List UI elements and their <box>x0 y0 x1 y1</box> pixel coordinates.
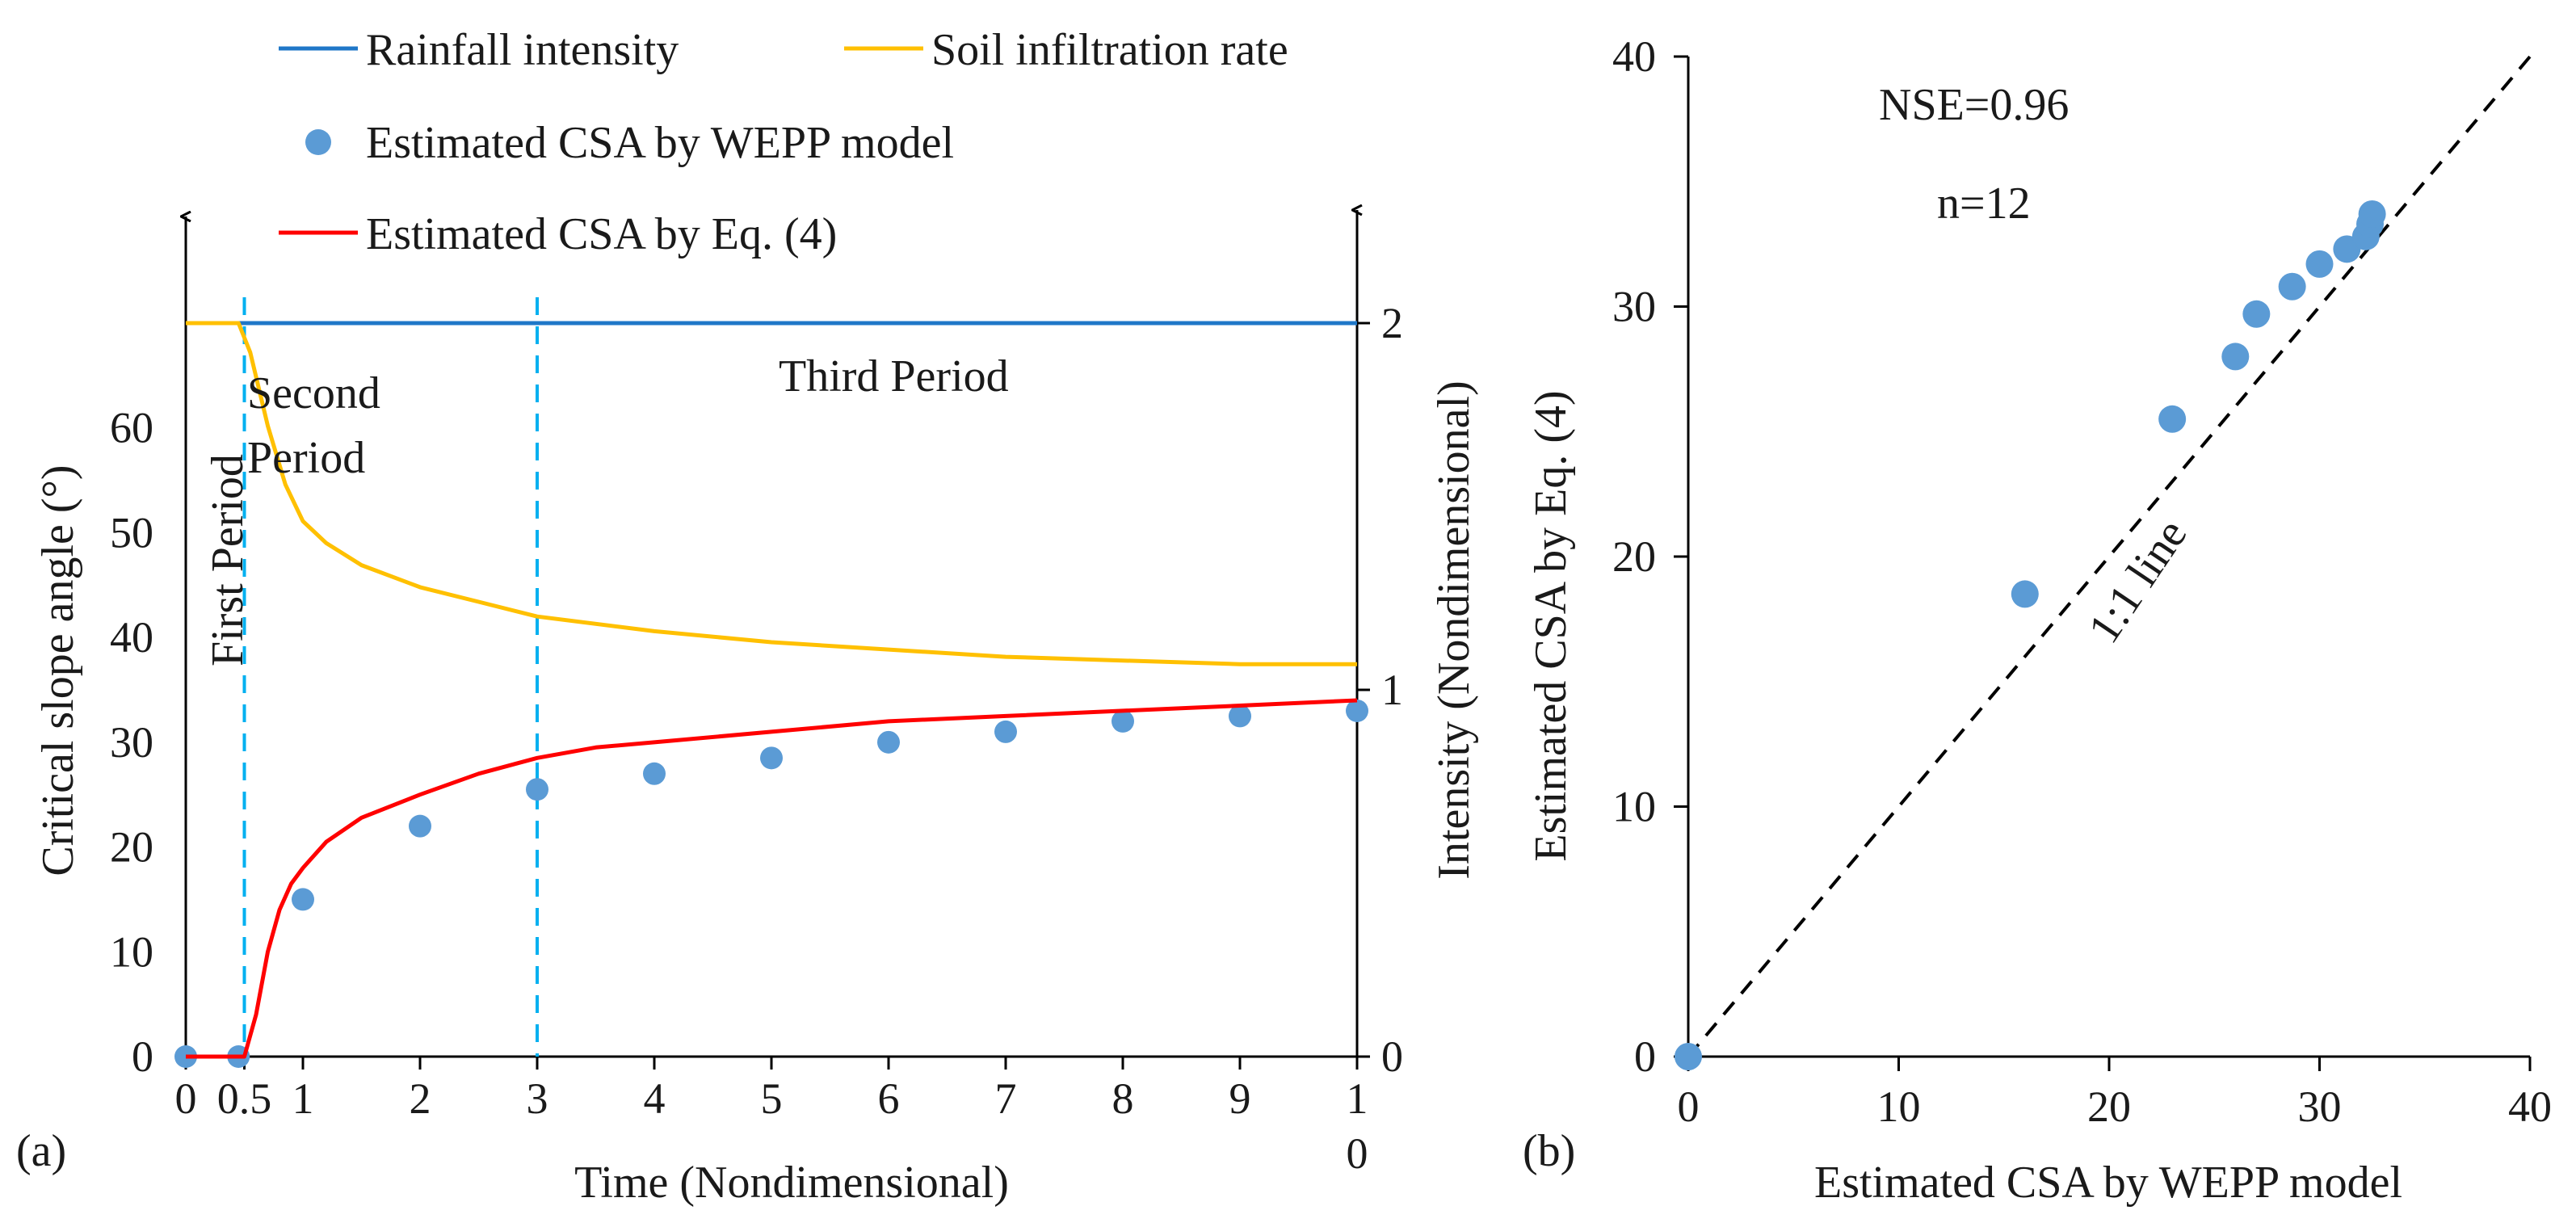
y2-tick-label: 0 <box>1381 1032 1403 1081</box>
b-y-axis-ticks: 0 10 20 30 40 <box>1612 32 1688 1081</box>
wepp-point <box>1112 709 1134 733</box>
legend-wepp-marker <box>305 129 331 155</box>
b-scatter-points <box>1675 200 2386 1070</box>
b-point <box>2221 343 2250 371</box>
period-dividers <box>242 297 539 1057</box>
b-x-tick-label: 40 <box>2508 1082 2552 1131</box>
panel-a-label: (a) <box>16 1126 66 1176</box>
y2-tick-label: 2 <box>1381 299 1403 347</box>
y-tick-label: 50 <box>110 508 153 557</box>
b-y-tick-label: 30 <box>1612 283 1656 331</box>
y-tick-label: 20 <box>110 823 153 872</box>
third-period-label: Third Period <box>779 351 1009 401</box>
y-tick-label: 60 <box>110 404 153 452</box>
legend-rainfall-label: Rainfall intensity <box>366 25 679 75</box>
b-point <box>2158 405 2187 433</box>
left-y-axis-ticks: 0 10 20 30 40 50 60 <box>110 404 153 1081</box>
b-point <box>1675 1043 1702 1070</box>
wepp-point <box>1346 699 1368 722</box>
wepp-point <box>643 762 666 785</box>
wepp-point <box>292 888 314 911</box>
b-x-axis-title: Estimated CSA by WEPP model <box>1814 1158 2402 1208</box>
b-x-tick-label: 0 <box>1678 1082 1700 1131</box>
x-tick-label: 8 <box>1112 1074 1134 1123</box>
x-tick-label: 0.5 <box>217 1074 272 1123</box>
right-y-axis-ticks: 0 1 2 <box>1357 299 1403 1081</box>
b-point <box>2305 250 2334 278</box>
wepp-point <box>409 814 431 838</box>
y-tick-label: 10 <box>110 927 153 976</box>
b-y-tick-label: 0 <box>1634 1032 1656 1081</box>
b-x-tick-label: 10 <box>1877 1082 1921 1131</box>
first-period-label: First Period <box>203 454 253 666</box>
second-period-label-line1: Second <box>247 368 380 418</box>
x-tick-label: 6 <box>878 1074 900 1123</box>
wepp-point <box>994 720 1017 743</box>
x-tick-label: 7 <box>995 1074 1017 1123</box>
b-x-tick-label: 20 <box>2087 1082 2131 1131</box>
x-tick-label: 5 <box>761 1074 783 1123</box>
legend-infiltration-label: Soil infiltration rate <box>931 25 1288 75</box>
y2-tick-label: 1 <box>1381 666 1403 714</box>
legend: Rainfall intensity Soil infiltration rat… <box>279 25 1288 259</box>
legend-eq4-label: Estimated CSA by Eq. (4) <box>366 209 837 259</box>
b-point <box>2011 580 2039 608</box>
right-y-axis-title: Intensity (Nondimensional) <box>1429 380 1479 879</box>
x-tick-label: 1 <box>1347 1074 1368 1123</box>
b-x-axis-ticks: 0 10 20 30 40 <box>1678 1057 2552 1131</box>
b-point <box>2242 300 2271 328</box>
wepp-point <box>526 778 548 801</box>
x-tick-label: 2 <box>410 1074 431 1123</box>
wepp-point <box>1229 704 1251 728</box>
x-tick-label: 9 <box>1229 1074 1251 1123</box>
b-x-tick-label: 30 <box>2298 1082 2342 1131</box>
one-to-one-line <box>1687 55 2532 1058</box>
n-text: n=12 <box>1937 179 2031 229</box>
b-point <box>2278 272 2306 300</box>
panel-b-chart: 0 10 20 30 40 0 10 20 30 40 1:1 line NSE=0.96 n=… <box>1523 32 2552 1208</box>
panel-b-label: (b) <box>1523 1126 1575 1176</box>
b-y-axis-title: Estimated CSA by Eq. (4) <box>1526 390 1576 861</box>
x-tick-label: 1 <box>292 1074 314 1123</box>
y-tick-label: 0 <box>132 1032 153 1081</box>
wepp-point <box>760 746 783 770</box>
second-period-label-line2: Period <box>247 433 365 483</box>
x-axis-ticks: 0 0.5 1 2 3 4 5 6 7 8 9 10 <box>175 1057 1368 1178</box>
y-tick-label: 30 <box>110 718 153 767</box>
panel-a-chart: Rainfall intensity Soil infiltration rat… <box>16 25 1479 1208</box>
legend-wepp-label: Estimated CSA by WEPP model <box>366 118 954 168</box>
soil-infiltration-rate-line <box>186 321 1357 666</box>
x-tick-label: 3 <box>527 1074 548 1123</box>
x-tick-label: 0 <box>175 1074 197 1123</box>
wepp-point <box>877 730 900 754</box>
left-y-axis-title: Critical slope angle (°) <box>33 464 83 876</box>
nse-text: NSE=0.96 <box>1879 80 2069 130</box>
b-y-tick-label: 40 <box>1612 32 1656 81</box>
y-tick-label: 40 <box>110 613 153 662</box>
b-y-tick-label: 10 <box>1612 783 1656 831</box>
b-point <box>2358 200 2386 228</box>
b-y-tick-label: 20 <box>1612 532 1656 581</box>
x-tick-label: 4 <box>644 1074 666 1123</box>
series-group <box>174 321 1368 1068</box>
estimated-csa-by-eq-4-line <box>186 698 1358 1059</box>
one-to-one-line-label: 1:1 line <box>2078 511 2196 652</box>
x-tick-label: 0 <box>1347 1129 1368 1178</box>
x-axis-title: Time (Nondimensional) <box>574 1158 1009 1208</box>
